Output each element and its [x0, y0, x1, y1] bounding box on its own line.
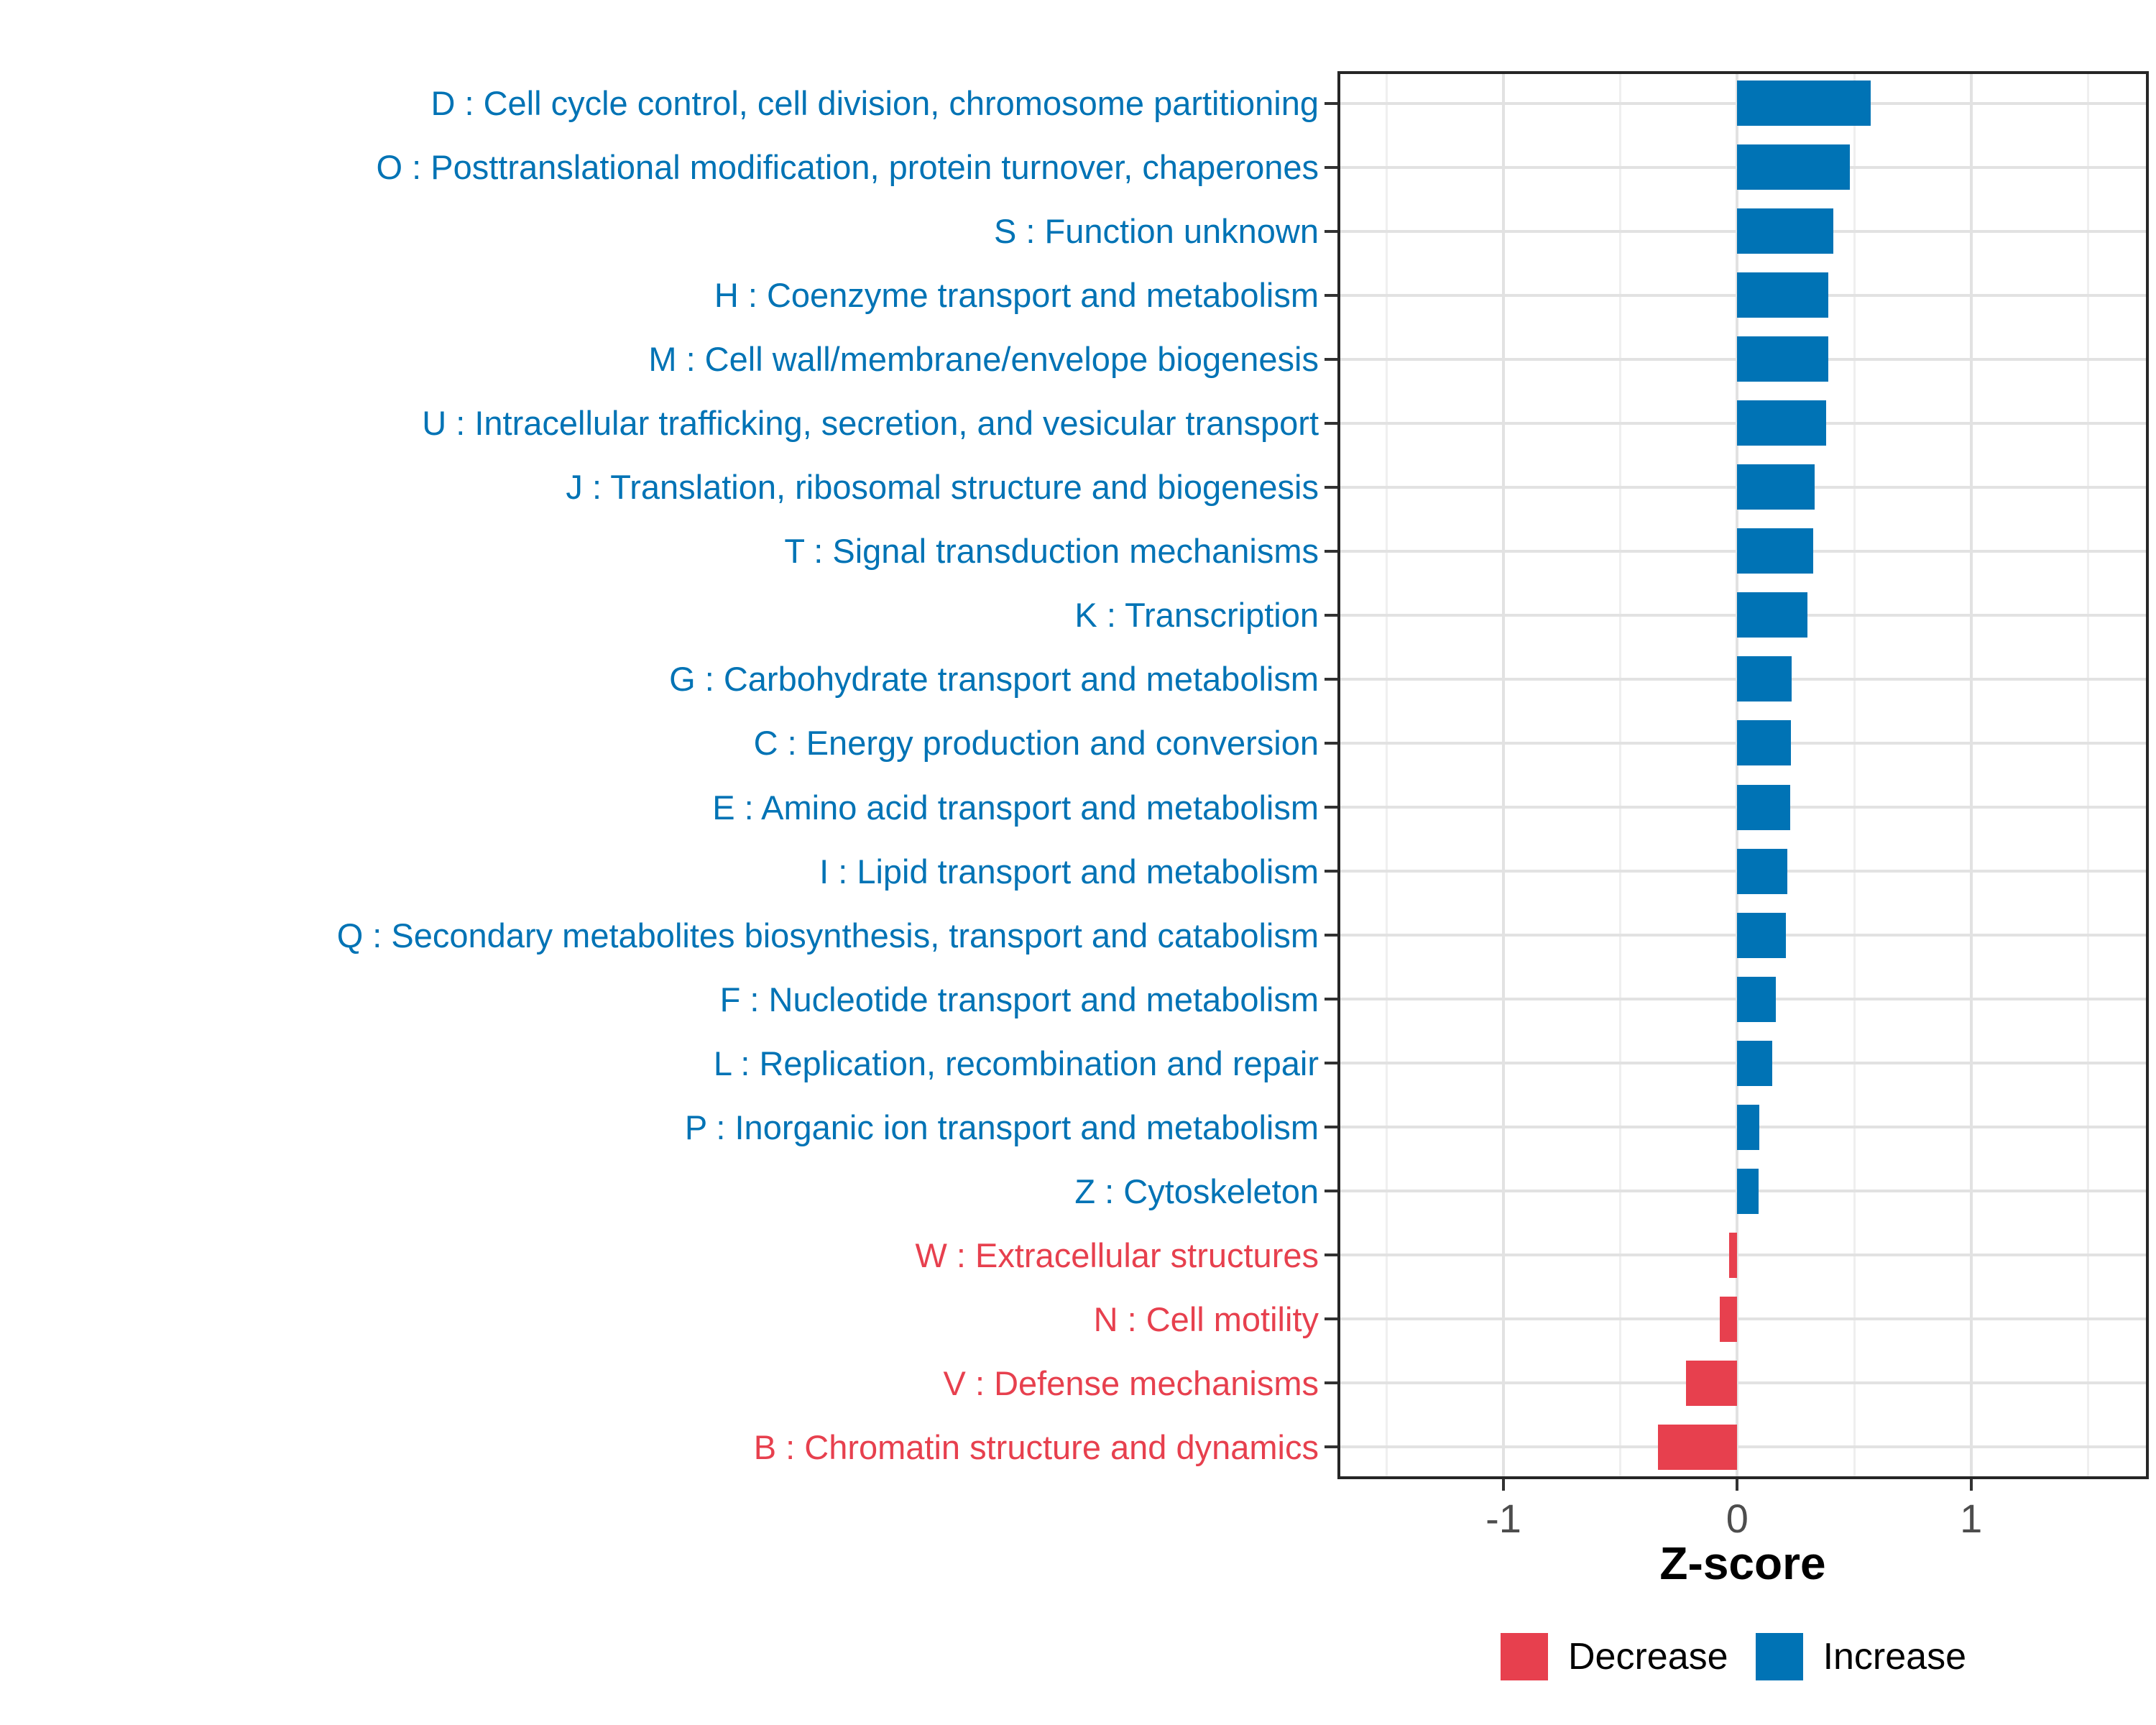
- category-label-K: K : Transcription: [1074, 596, 1319, 635]
- gridline-vertical-major: [1502, 71, 1505, 1479]
- bar-V: [1685, 1360, 1738, 1406]
- bar-T: [1737, 528, 1814, 574]
- category-label-C: C : Energy production and conversion: [753, 724, 1319, 763]
- legend-item-increase: Increase: [1755, 1633, 1967, 1680]
- gridline-vertical-major: [1736, 71, 1739, 1479]
- bar-O: [1737, 144, 1850, 190]
- gridline-horizontal: [1337, 1381, 2149, 1385]
- y-axis-tick: [1325, 1317, 1337, 1321]
- category-label-G: G : Carbohydrate transport and metabolis…: [669, 660, 1319, 699]
- y-axis-tick: [1325, 1254, 1337, 1257]
- x-axis-tick: [1969, 1479, 1973, 1491]
- bar-Z: [1737, 1168, 1759, 1214]
- category-label-S: S : Function unknown: [994, 212, 1319, 251]
- bar-B: [1657, 1424, 1738, 1470]
- bar-C: [1737, 720, 1792, 766]
- category-label-U: U : Intracellular trafficking, secretion…: [422, 404, 1319, 443]
- x-axis-tick: [1736, 1479, 1739, 1491]
- gridline-vertical-minor: [1385, 71, 1388, 1479]
- category-label-Q: Q : Secondary metabolites biosynthesis, …: [336, 916, 1319, 954]
- category-label-T: T : Signal transduction mechanisms: [784, 532, 1319, 571]
- bar-K: [1737, 592, 1807, 638]
- bar-U: [1737, 400, 1826, 446]
- legend-label-decrease: Decrease: [1568, 1636, 1728, 1678]
- y-axis-tick: [1325, 485, 1337, 489]
- bar-M: [1737, 336, 1829, 382]
- legend-item-decrease: Decrease: [1501, 1633, 1728, 1680]
- y-axis-tick: [1325, 613, 1337, 617]
- y-axis-tick: [1325, 229, 1337, 233]
- bar-J: [1737, 464, 1815, 510]
- category-label-D: D : Cell cycle control, cell division, c…: [430, 84, 1319, 122]
- bar-P: [1737, 1104, 1760, 1150]
- gridline-vertical-minor: [1619, 71, 1622, 1479]
- category-label-W: W : Extracellular structures: [915, 1236, 1319, 1274]
- category-label-O: O : Posttranslational modification, prot…: [376, 148, 1319, 187]
- gridline-vertical-major: [1969, 71, 1973, 1479]
- y-axis-tick: [1325, 1062, 1337, 1065]
- category-label-I: I : Lipid transport and metabolism: [819, 852, 1319, 891]
- gridline-vertical-minor: [2086, 71, 2089, 1479]
- gridline-horizontal: [1337, 1445, 2149, 1449]
- category-label-Z: Z : Cytoskeleton: [1074, 1172, 1319, 1210]
- bar-N: [1719, 1296, 1738, 1342]
- plot-panel: [1337, 71, 2149, 1479]
- bar-L: [1737, 1040, 1773, 1086]
- category-label-N: N : Cell motility: [1093, 1300, 1319, 1338]
- y-axis-tick: [1325, 1381, 1337, 1385]
- bar-W: [1728, 1232, 1738, 1278]
- y-axis-tick: [1325, 998, 1337, 1001]
- category-label-L: L : Replication, recombination and repai…: [713, 1044, 1319, 1082]
- bar-F: [1737, 976, 1777, 1022]
- category-label-H: H : Coenzyme transport and metabolism: [714, 276, 1319, 315]
- bar-S: [1737, 208, 1833, 254]
- y-axis-tick: [1325, 934, 1337, 937]
- bar-G: [1737, 656, 1792, 702]
- category-label-J: J : Translation, ribosomal structure and…: [566, 468, 1319, 507]
- category-label-E: E : Amino acid transport and metabolism: [712, 788, 1319, 827]
- y-axis-tick: [1325, 165, 1337, 169]
- y-axis-tick: [1325, 357, 1337, 361]
- legend-label-increase: Increase: [1823, 1636, 1967, 1678]
- x-axis-tick: [1502, 1479, 1505, 1491]
- x-axis-title: Z-score: [1659, 1537, 1826, 1589]
- y-axis-tick: [1325, 293, 1337, 297]
- x-tick-label: 0: [1726, 1496, 1749, 1541]
- y-axis-tick: [1325, 421, 1337, 425]
- y-axis-tick: [1325, 870, 1337, 873]
- bar-E: [1737, 784, 1790, 830]
- x-tick-label: -1: [1485, 1496, 1521, 1541]
- y-axis-tick: [1325, 101, 1337, 105]
- y-axis-tick: [1325, 549, 1337, 553]
- category-label-P: P : Inorganic ion transport and metaboli…: [684, 1108, 1319, 1146]
- y-axis-tick: [1325, 677, 1337, 681]
- y-axis-tick: [1325, 1445, 1337, 1449]
- gridline-horizontal: [1337, 1254, 2149, 1257]
- legend: Decrease Increase: [1501, 1633, 1966, 1680]
- category-label-F: F : Nucleotide transport and metabolism: [719, 980, 1319, 1018]
- category-label-V: V : Defense mechanisms: [943, 1363, 1319, 1402]
- y-axis-tick: [1325, 1190, 1337, 1193]
- y-axis-tick: [1325, 806, 1337, 809]
- bar-D: [1737, 80, 1871, 126]
- category-label-B: B : Chromatin structure and dynamics: [753, 1427, 1319, 1466]
- bar-I: [1737, 848, 1788, 894]
- gridline-horizontal: [1337, 1317, 2149, 1321]
- category-label-M: M : Cell wall/membrane/envelope biogenes…: [648, 340, 1319, 379]
- y-axis-tick: [1325, 1126, 1337, 1129]
- bar-Q: [1737, 912, 1787, 958]
- x-tick-label: 1: [1960, 1496, 1983, 1541]
- bar-H: [1737, 272, 1829, 318]
- increase-color-swatch: [1755, 1633, 1803, 1680]
- gridline-vertical-minor: [1853, 71, 1856, 1479]
- decrease-color-swatch: [1501, 1633, 1548, 1680]
- y-axis-tick: [1325, 741, 1337, 745]
